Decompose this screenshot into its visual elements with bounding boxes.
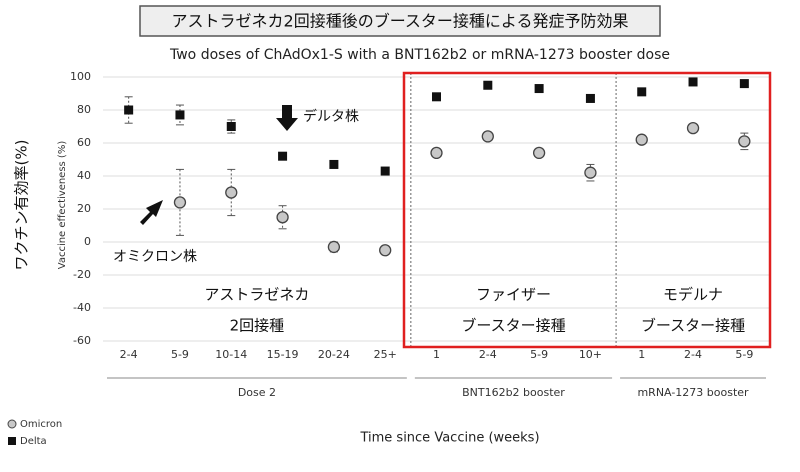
chart-title: アストラゼネカ2回接種後のブースター接種による発症予防効果 [172, 12, 629, 31]
y-tick-label: 40 [77, 169, 91, 182]
region-label: アストラゼネカ [204, 286, 309, 304]
group-label: mRNA-1273 booster [637, 386, 749, 399]
omicron-point [327, 240, 341, 254]
y-tick-label: 80 [77, 103, 91, 116]
annotation: オミクロン株 [113, 249, 197, 265]
x-tick-label: 2-4 [684, 348, 702, 361]
omicron-point [584, 166, 597, 179]
omicron-point [276, 211, 289, 224]
omicron-point [738, 135, 751, 148]
delta-point [739, 79, 749, 89]
delta-point [175, 110, 185, 120]
y-tick-label: -20 [73, 268, 91, 281]
delta-point [278, 151, 288, 161]
y-tick-label: 0 [84, 235, 91, 248]
x-tick-label: 25+ [374, 348, 397, 361]
delta-point [688, 77, 698, 87]
delta-point [432, 92, 441, 102]
y-tick-label: -60 [73, 334, 91, 347]
delta-point [380, 166, 390, 176]
legend-marker [8, 437, 16, 445]
omicron-point [225, 186, 238, 199]
x-tick-label: 10-14 [215, 348, 247, 361]
y-tick-label: 100 [70, 70, 91, 83]
region-label: ブースター接種 [641, 317, 745, 335]
delta-point [329, 159, 339, 169]
x-tick-label: 5-9 [735, 348, 753, 361]
y-tick-label: -40 [73, 301, 91, 314]
y-axis-subtitle: Vaccine effectiveness (%) [57, 141, 68, 270]
omicron-point [532, 146, 546, 160]
omicron-point [635, 133, 648, 146]
x-tick-label: 10+ [579, 348, 602, 361]
group-label: BNT162b2 booster [462, 386, 565, 399]
y-tick-label: 60 [77, 136, 91, 149]
region-label: ファイザー [476, 286, 551, 304]
delta-point [534, 84, 544, 94]
x-tick-label: 5-9 [530, 348, 548, 361]
delta-arrow [276, 105, 298, 131]
x-axis-title: Time since Vaccine (weeks) [359, 431, 539, 446]
highlight-box [402, 71, 772, 349]
omicron-point [430, 146, 443, 160]
delta-point [585, 93, 595, 103]
annotation: デルタ株 [303, 108, 359, 125]
y-axis-title: ワクチン有効率(%) [13, 140, 31, 271]
region-label: モデルナ [663, 286, 723, 304]
x-tick-label: 2-4 [479, 348, 497, 361]
delta-point [226, 122, 236, 131]
title-box [139, 5, 661, 37]
omicron-point [379, 244, 392, 257]
omicron-point [481, 130, 494, 143]
x-tick-label: 5-9 [171, 348, 189, 361]
legend-marker [7, 419, 17, 429]
legend-label: Omicron [20, 419, 62, 430]
region-label: ブースター接種 [461, 317, 565, 335]
x-tick-label: 1 [638, 348, 645, 361]
y-tick-label: 20 [77, 202, 91, 215]
x-tick-label: 15-19 [267, 348, 299, 361]
chart-subtitle: Two doses of ChAdOx1-S with a BNT162b2 o… [169, 47, 670, 63]
legend-label: Delta [20, 436, 47, 447]
delta-point [637, 87, 647, 97]
omicron-arrow [140, 200, 163, 225]
omicron-point [173, 196, 187, 209]
region-label: 2回接種 [230, 317, 285, 335]
x-tick-label: 2-4 [120, 348, 138, 361]
group-label: Dose 2 [238, 386, 276, 399]
omicron-point [686, 121, 700, 135]
x-tick-label: 20-24 [318, 348, 350, 361]
x-tick-label: 1 [433, 348, 440, 361]
delta-point [483, 80, 493, 90]
delta-point [124, 105, 134, 115]
